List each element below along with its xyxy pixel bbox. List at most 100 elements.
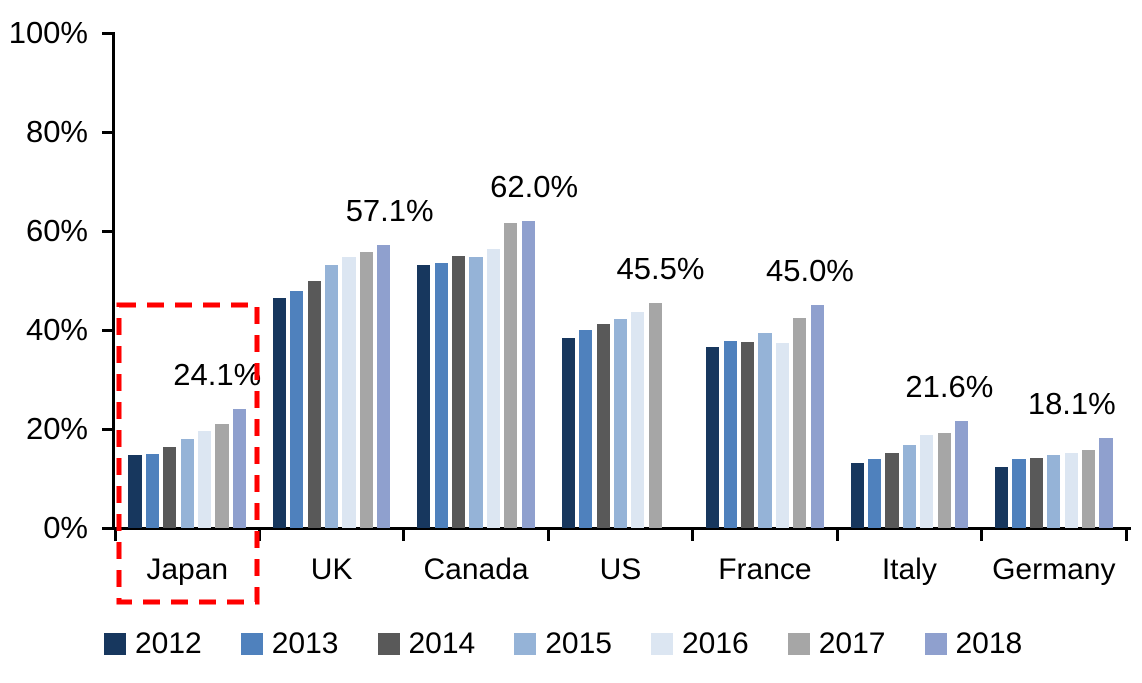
bar-germany-2012 [994,466,1009,528]
bar-uk-2013 [290,290,304,528]
y-label-60: 60% [25,213,88,248]
bar-italy-2013 [867,458,882,528]
bar-us-2016 [631,311,645,528]
bar-us-2015 [613,318,628,528]
legend-label-2017: 2017 [818,627,886,660]
x-tick-2 [402,528,406,541]
bar-france-2012 [706,347,720,528]
bar-italy-2014 [885,452,899,528]
bar-italy-2017 [937,433,951,528]
bar-germany-2015 [1047,455,1061,528]
legend-label-2015: 2015 [545,627,612,660]
bar-germany-2017 [1081,450,1096,528]
bar-japan-2012 [128,455,142,528]
x-label-us: US [599,553,642,586]
x-label-france: France [718,553,812,586]
bar-france-2016 [775,343,789,528]
legend-label-2018: 2018 [955,627,1023,660]
bar-italy-2015 [902,444,916,528]
y-tick-100 [102,31,115,35]
legend-label-2014: 2014 [408,627,476,660]
legend-label-2012: 2012 [135,627,202,660]
bar-japan-2015 [180,439,194,528]
y-axis-line [112,33,115,528]
x-tick-3 [546,528,550,541]
x-label-canada: Canada [423,553,529,586]
legend-item-2017: 2017 [787,627,886,660]
bar-france-2013 [723,341,737,528]
legend-swatch-2013 [240,633,263,655]
x-tick-1 [257,528,261,541]
bar-italy-2012 [850,462,864,528]
bar-japan-2014 [163,446,177,528]
legend-item-2015: 2015 [514,629,612,659]
x-label-germany: Germany [992,553,1116,586]
legend-label-2013: 2013 [271,627,339,660]
bar-us-2014 [596,323,610,528]
legend-swatch-2014 [377,633,400,655]
bar-japan-2013 [145,453,159,528]
data-label-canada: 62.0% [490,169,579,205]
bar-us-2017 [648,302,662,528]
bar-canada-2015 [469,256,483,528]
legend-item-2012: 2012 [104,629,202,659]
y-label-80: 80% [25,114,88,149]
x-tick-0 [113,528,117,541]
legend-swatch-2015 [514,633,537,655]
legend-item-2018: 2018 [924,627,1023,660]
bar-uk-2012 [272,298,287,528]
x-tick-7 [1124,528,1128,541]
bar-italy-2018 [954,421,969,528]
bar-us-2013 [579,330,593,528]
data-label-us: 45.5% [616,250,705,286]
bar-japan-2018 [232,408,246,528]
y-tick-20 [102,427,115,431]
bar-germany-2016 [1064,452,1078,528]
bar-canada-2016 [486,248,501,528]
bar-france-2015 [758,333,772,528]
x-label-uk: UK [310,553,353,586]
y-label-20: 20% [25,411,88,446]
y-label-100: 100% [8,15,88,50]
bar-france-2018 [810,305,824,528]
x-axis-line [112,527,1131,530]
data-label-uk: 57.1% [345,193,434,229]
bar-france-2017 [793,318,807,528]
bar-japan-2016 [198,430,212,528]
y-label-40: 40% [25,312,88,347]
bar-japan-2017 [215,424,229,528]
legend-swatch-2012 [104,633,126,655]
bar-canada-2012 [417,265,431,528]
data-label-france: 45.0% [765,253,854,289]
legend-swatch-2018 [924,633,947,655]
bar-italy-2016 [920,434,934,528]
bar-germany-2014 [1029,457,1043,528]
legend-swatch-2017 [787,633,810,655]
y-label-0: 0% [43,510,88,545]
bar-canada-2014 [452,255,466,528]
bar-us-2012 [561,338,575,528]
x-tick-6 [980,528,984,541]
legend-item-2016: 2016 [651,629,749,659]
bar-uk-2018 [377,245,391,528]
bar-canada-2017 [504,223,518,528]
legend: 2012 2013 2014 2015 2016 2017 2018 [104,629,1022,659]
data-label-japan: 24.1% [173,356,262,392]
legend-swatch-2016 [651,633,673,655]
bar-uk-2015 [325,264,339,528]
legend-item-2013: 2013 [240,627,339,660]
bar-germany-2018 [1099,438,1113,528]
bar-uk-2017 [359,251,374,528]
x-tick-5 [835,528,839,541]
data-label-italy: 21.6% [905,369,994,405]
legend-label-2016: 2016 [682,627,749,660]
bar-uk-2016 [342,257,356,528]
bar-germany-2013 [1012,459,1026,528]
y-tick-80 [102,130,115,134]
data-label-germany: 18.1% [1027,386,1116,422]
bar-canada-2013 [434,262,448,528]
legend-item-2014: 2014 [377,627,476,660]
bar-uk-2014 [307,281,321,528]
y-tick-60 [102,229,115,233]
